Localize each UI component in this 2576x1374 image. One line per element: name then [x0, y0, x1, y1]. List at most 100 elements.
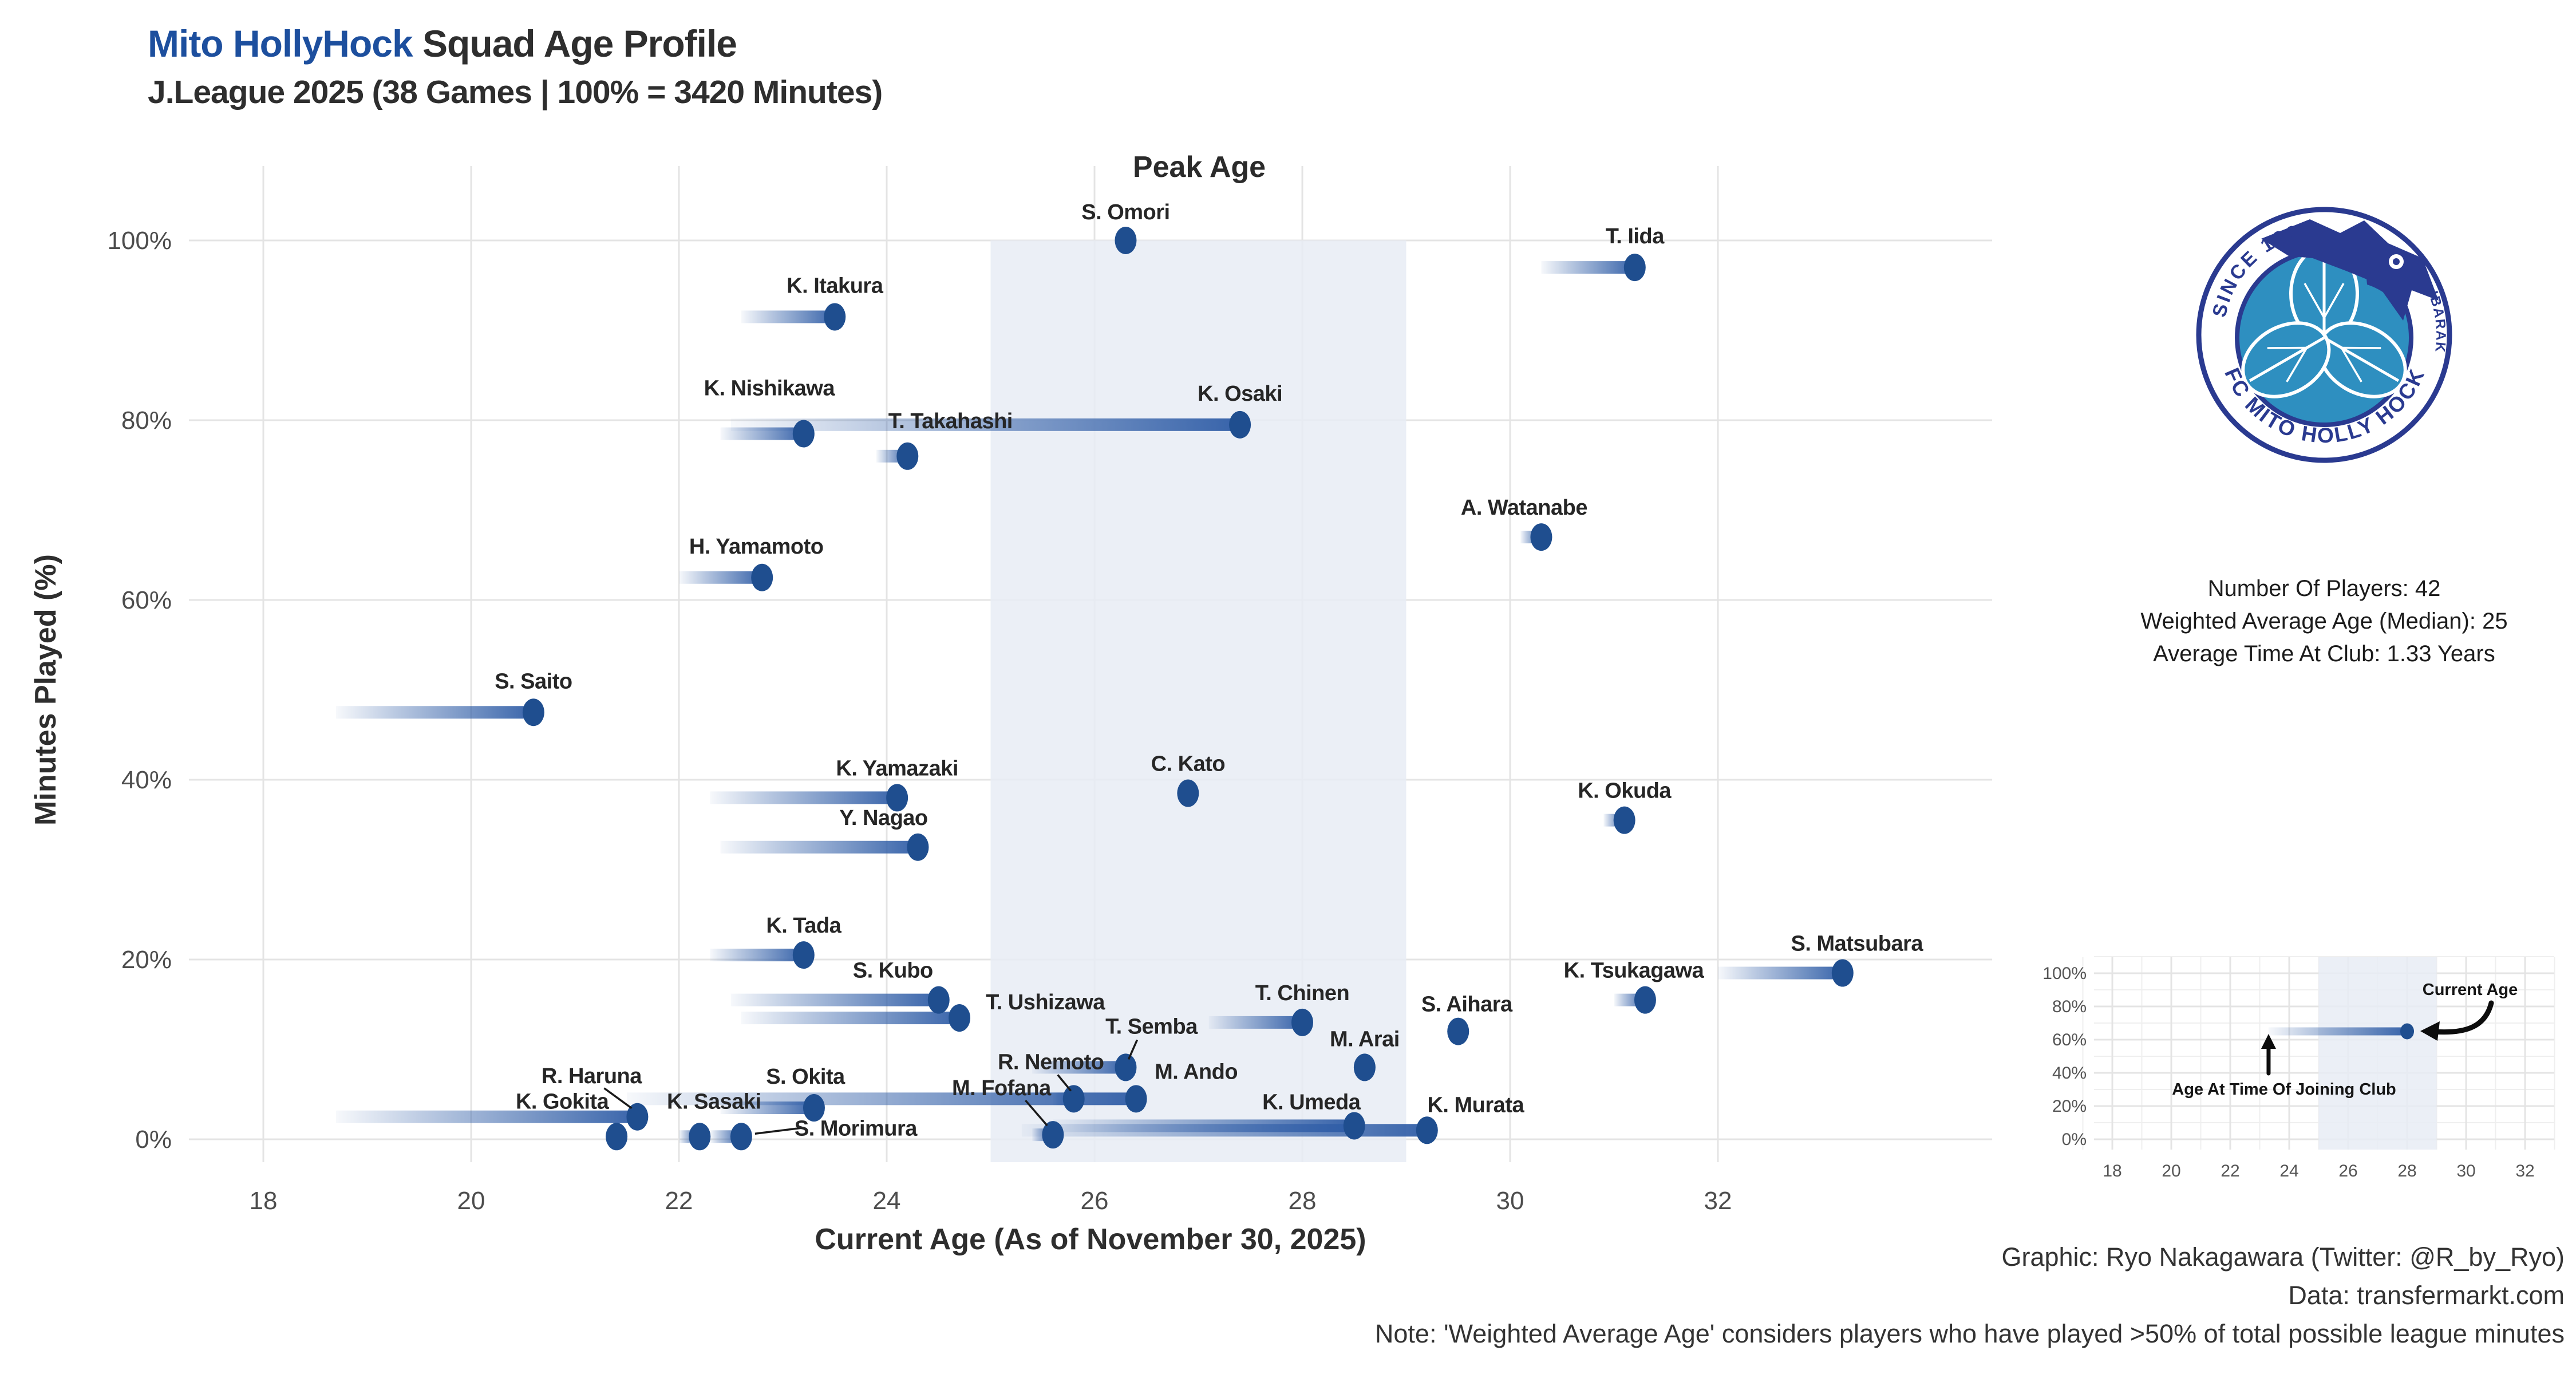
- player-dot: [751, 563, 773, 591]
- inset-label-join-age: Age At Time Of Joining Club: [2172, 1080, 2396, 1099]
- inset-x-tick-label: 32: [2515, 1162, 2534, 1180]
- player-label: T. Iida: [1606, 224, 1665, 248]
- inset-y-tick-label: 20%: [2052, 1097, 2087, 1116]
- inset-x-tick-label: 24: [2279, 1162, 2298, 1180]
- player-tenure-bar: [730, 418, 1240, 431]
- player-tenure-bar: [741, 1012, 960, 1025]
- credit-data: Data: transfermarkt.com: [2288, 1281, 2565, 1310]
- page-title-rest: Squad Age Profile: [412, 22, 737, 65]
- credit-note: Note: 'Weighted Average Age' considers p…: [1374, 1319, 2565, 1348]
- y-tick-label: 20%: [121, 946, 172, 974]
- player-tenure-bar: [336, 1110, 638, 1123]
- player-dot: [1042, 1121, 1064, 1149]
- player-tenure-bar: [679, 571, 762, 584]
- inset-y-tick-label: 0%: [2062, 1130, 2087, 1149]
- player-label: S. Kubo: [853, 959, 933, 983]
- player-label: T. Chinen: [1255, 981, 1349, 1005]
- dragon-icon: [2261, 219, 2439, 321]
- player-label: S. Saito: [495, 669, 572, 693]
- player-tenure-bar: [720, 1101, 814, 1115]
- player-label-leader: [1025, 1100, 1048, 1127]
- y-tick-label: 80%: [121, 406, 172, 435]
- credits: Graphic: Ryo Nakagawara (Twitter: @R_by_…: [859, 1238, 2565, 1353]
- inset-example-dot: [2400, 1023, 2414, 1040]
- player-tenure-bar: [730, 993, 939, 1006]
- stat-average-time-at-club: Average Time At Club: 1.33 Years: [2153, 641, 2495, 666]
- player-dot: [949, 1004, 971, 1032]
- player-dot: [927, 986, 950, 1014]
- join-age-arrowhead: [2261, 1034, 2276, 1049]
- inset-y-tick-label: 100%: [2042, 964, 2087, 983]
- y-tick-label: 60%: [121, 586, 172, 614]
- player-label: K. Yamazaki: [836, 756, 958, 780]
- inset-label-current-age: Current Age: [2423, 981, 2518, 999]
- player-label: S. Okita: [766, 1065, 846, 1089]
- player-dot: [907, 833, 929, 861]
- inset-x-tick-label: 28: [2397, 1162, 2416, 1180]
- player-dot: [1177, 779, 1199, 807]
- player-dot: [730, 1123, 752, 1151]
- player-dot: [1115, 227, 1137, 254]
- inset-x-tick-label: 18: [2103, 1162, 2121, 1180]
- player-label: H. Yamamoto: [689, 535, 824, 559]
- player-label-leader: [603, 1087, 633, 1110]
- y-tick-label: 100%: [107, 227, 172, 255]
- player-dot: [689, 1123, 711, 1151]
- player-label: Y. Nagao: [839, 806, 927, 830]
- page-title-club: Mito HollyHock: [148, 22, 413, 65]
- player-label: T. Semba: [1105, 1014, 1198, 1039]
- player-label: R. Nemoto: [998, 1050, 1104, 1074]
- player-tenure-bar: [336, 706, 534, 719]
- player-dot: [886, 784, 908, 812]
- player-tenure-bar: [1541, 261, 1635, 274]
- player-dot: [1291, 1008, 1313, 1036]
- player-label: K. Sasaki: [667, 1089, 761, 1114]
- player-dot: [803, 1094, 825, 1122]
- inset-example-bar: [2268, 1027, 2407, 1036]
- club-logo: SINCE 1994 FC MITO HOLLY HOCK IBARAKI: [2192, 203, 2452, 463]
- player-label: M. Fofana: [952, 1076, 1052, 1100]
- player-dot: [1831, 959, 1854, 987]
- x-tick-label: 24: [873, 1187, 901, 1215]
- player-dot: [522, 698, 544, 727]
- player-label: S. Omori: [1081, 200, 1170, 224]
- peak-age-band: [990, 240, 1406, 1162]
- current-age-arrow: [2431, 1000, 2494, 1035]
- player-dot: [1115, 1053, 1137, 1081]
- player-label: K. Okuda: [1578, 779, 1672, 803]
- player-dot: [1623, 254, 1646, 282]
- inset-x-tick-label: 20: [2162, 1162, 2180, 1180]
- page-title: Mito HollyHock Squad Age Profile: [148, 22, 737, 65]
- player-label: S. Matsubara: [1791, 932, 1924, 956]
- player-dot: [896, 442, 919, 470]
- player-dot: [1343, 1112, 1365, 1140]
- player-tenure-bar: [710, 949, 804, 962]
- inset-x-tick-label: 30: [2456, 1162, 2475, 1180]
- player-tenure-bar: [1032, 1061, 1126, 1074]
- x-tick-label: 26: [1081, 1187, 1109, 1215]
- x-tick-label: 22: [665, 1187, 693, 1215]
- stat-number-of-players: Number Of Players: 42: [2207, 576, 2441, 601]
- player-dot: [1062, 1085, 1085, 1113]
- x-tick-label: 20: [457, 1187, 485, 1215]
- player-dot: [792, 941, 815, 969]
- squad-stats-panel: Number Of Players: 42 Weighted Average A…: [2038, 572, 2576, 670]
- x-tick-label: 32: [1704, 1187, 1732, 1215]
- player-label: M. Ando: [1155, 1060, 1238, 1084]
- player-dot: [626, 1103, 649, 1131]
- player-label: T. Takahashi: [888, 409, 1013, 433]
- inset-x-tick-label: 26: [2338, 1162, 2357, 1180]
- player-tenure-bar: [710, 791, 898, 804]
- player-dot: [1613, 806, 1635, 834]
- player-dot: [1416, 1116, 1438, 1144]
- player-dot: [824, 303, 846, 331]
- player-label: K. Murata: [1427, 1093, 1524, 1117]
- player-label-leader: [754, 1127, 802, 1135]
- player-dot: [1634, 986, 1656, 1014]
- player-dot: [1229, 410, 1251, 439]
- player-tenure-bar: [741, 310, 835, 323]
- hollyhock-leaves-icon: [2241, 246, 2407, 398]
